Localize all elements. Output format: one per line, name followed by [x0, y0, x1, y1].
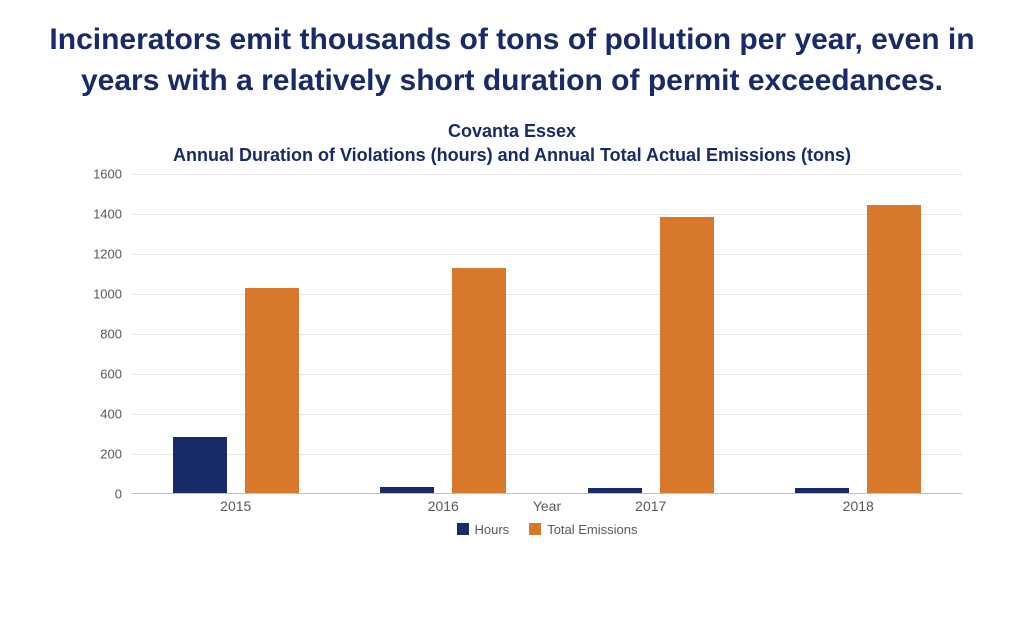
bar-hours [173, 437, 227, 493]
plot-area [132, 174, 962, 494]
legend-item: Total Emissions [529, 522, 637, 537]
grid-line [132, 174, 962, 175]
x-axis-title: Year [132, 498, 962, 514]
bar-hours [795, 488, 849, 493]
legend: Hours Total Emissions [132, 522, 962, 539]
headline: Incinerators emit thousands of tons of p… [0, 0, 1024, 111]
y-axis: 02004006008001000120014001600 [52, 174, 132, 494]
legend-swatch [529, 523, 541, 535]
chart-subtitle: Covanta Essex Annual Duration of Violati… [0, 111, 1024, 174]
legend-item: Hours [457, 522, 510, 537]
subtitle-line-2: Annual Duration of Violations (hours) an… [40, 143, 984, 167]
y-tick-label: 1200 [62, 246, 122, 261]
bar-total-emissions [660, 217, 714, 493]
legend-swatch [457, 523, 469, 535]
legend-label: Total Emissions [547, 522, 637, 537]
y-tick-label: 600 [62, 366, 122, 381]
y-tick-label: 200 [62, 446, 122, 461]
y-tick-label: 1000 [62, 286, 122, 301]
y-tick-label: 1600 [62, 166, 122, 181]
bar-hours [380, 487, 434, 493]
bar-total-emissions [245, 288, 299, 493]
y-tick-label: 0 [62, 486, 122, 501]
grid-line [132, 214, 962, 215]
grid-line [132, 254, 962, 255]
bar-total-emissions [452, 268, 506, 493]
y-tick-label: 400 [62, 406, 122, 421]
bar-total-emissions [867, 205, 921, 493]
chart: 02004006008001000120014001600 2015201620… [52, 174, 972, 544]
y-tick-label: 800 [62, 326, 122, 341]
bar-hours [588, 488, 642, 493]
legend-label: Hours [475, 522, 510, 537]
subtitle-line-1: Covanta Essex [40, 119, 984, 143]
y-tick-label: 1400 [62, 206, 122, 221]
